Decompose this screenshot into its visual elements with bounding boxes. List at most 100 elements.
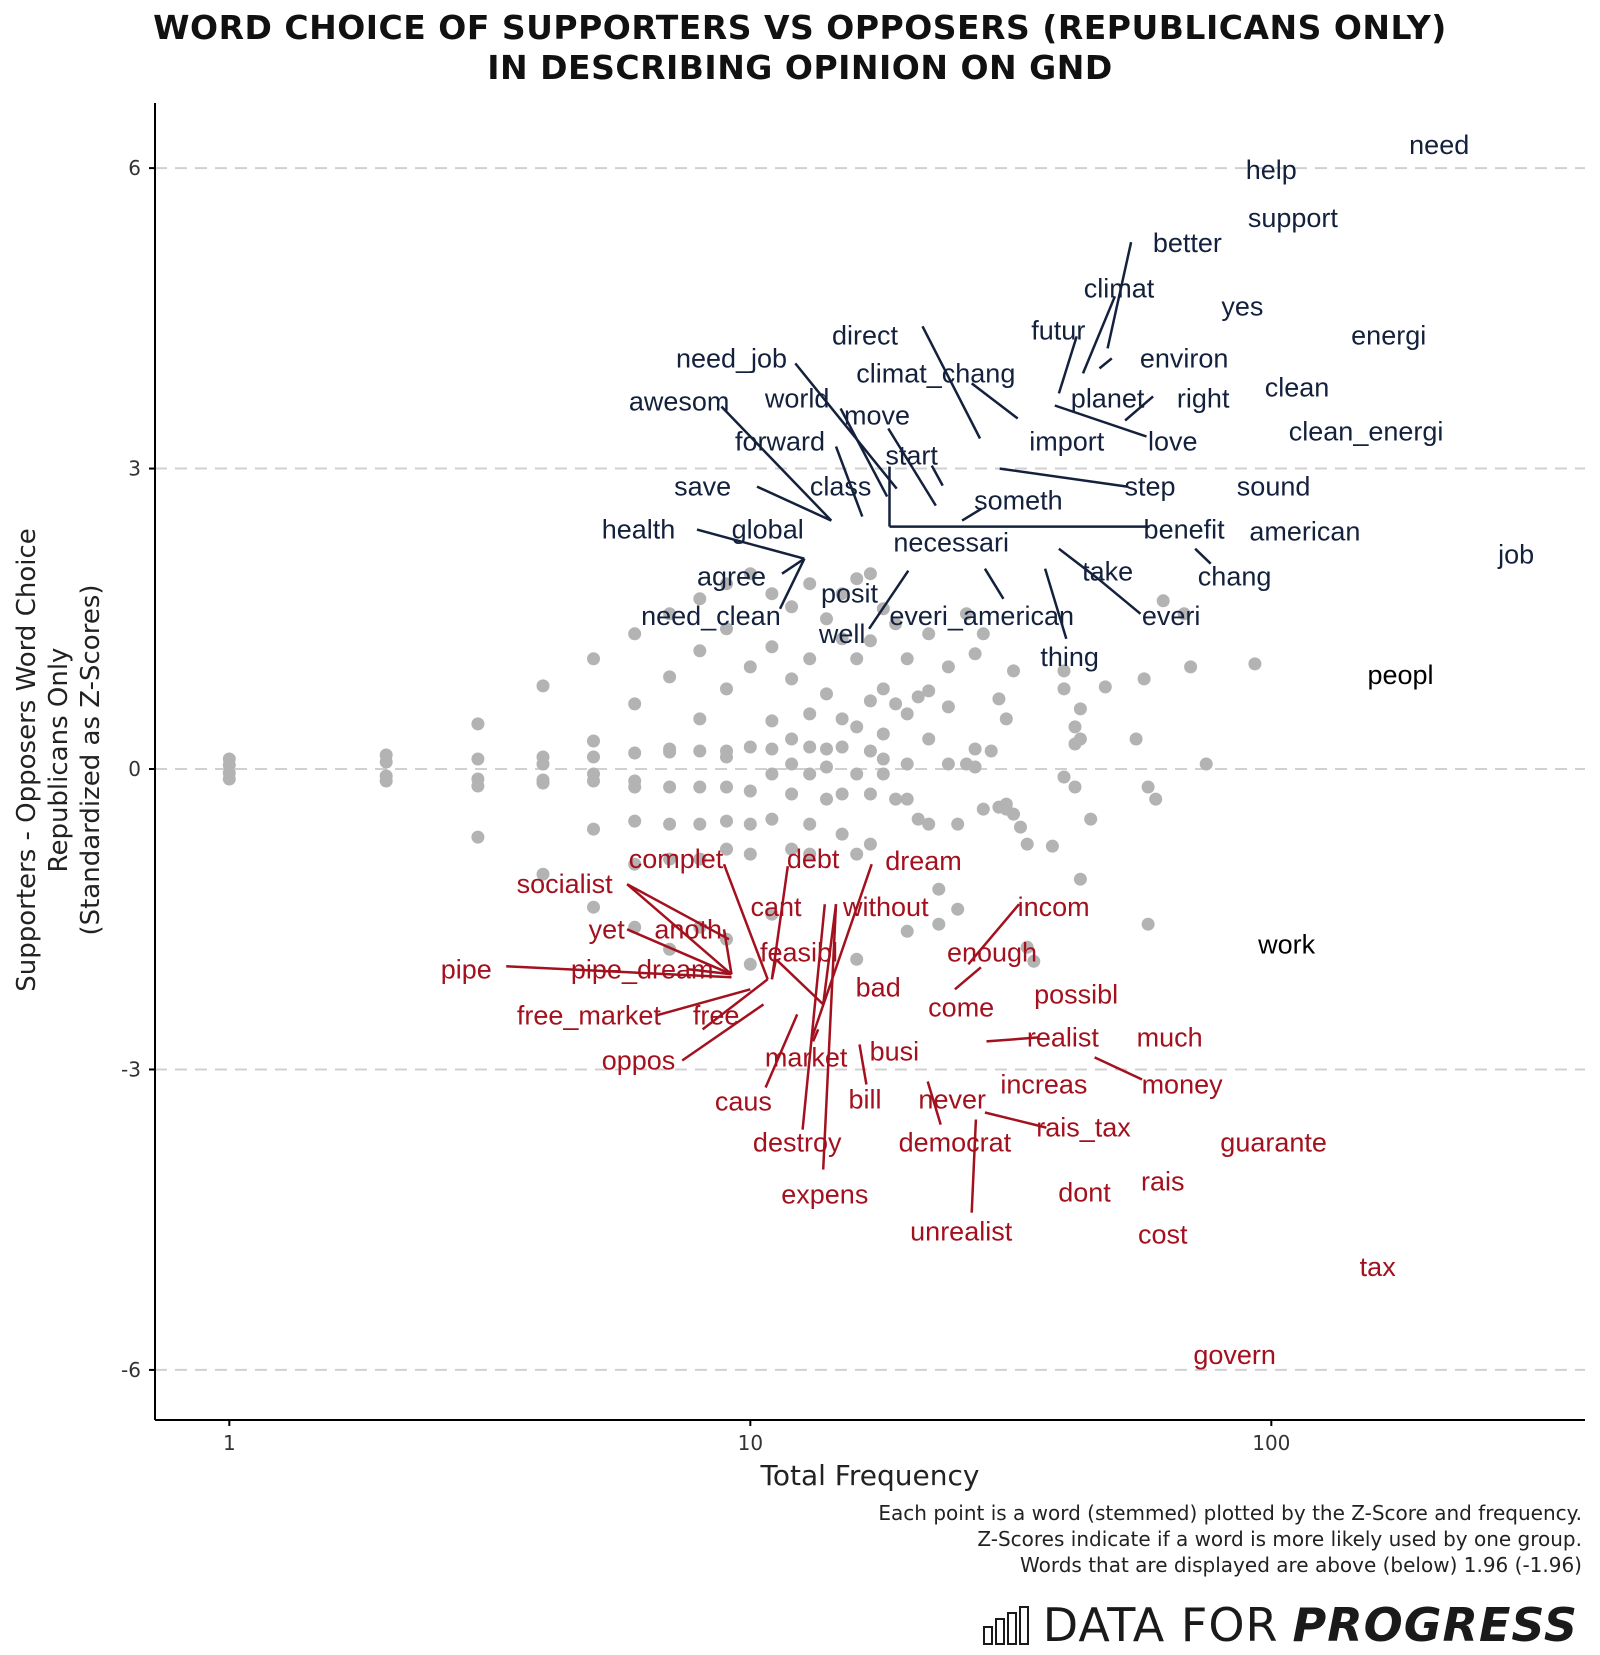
data-point-173 [1184,660,1198,674]
word-label-need_clean: need_clean [641,601,781,631]
word-label-yet: yet [589,914,626,944]
data-point-123 [911,812,925,826]
connector-12 [1054,404,1147,438]
data-point-62 [743,784,757,798]
data-point-143 [992,692,1006,706]
data-point-17 [536,776,550,790]
data-point-51 [720,622,733,636]
connector-9 [720,405,833,522]
x-tick-label-1: 10 [738,1431,763,1455]
data-point-31 [628,814,642,828]
connector-51 [858,1044,868,1085]
y-tick-label-3: -3 [121,1057,141,1081]
word-label-tax: tax [1360,1252,1397,1282]
caption-line-1: Each point is a word (stemmed) plotted b… [878,1501,1582,1525]
data-point-25 [587,900,600,914]
word-label-someth: someth [974,486,1063,516]
word-label-need_job: need_job [676,343,787,373]
data-point-84 [803,817,817,831]
data-point-106 [863,744,877,758]
tick-labels: 6 3 0 -3 -6 1 10 100 [121,156,1290,1455]
chart-title-line-2: IN DESCRIBING OPINION ON GND [487,48,1113,87]
word-label-well: well [818,619,866,649]
data-point-83 [803,767,817,781]
connector-52 [926,1081,942,1125]
data-point-27 [628,697,642,711]
word-label-busi: busi [870,1036,920,1066]
word-label-forward: forward [735,427,825,457]
word-label-caus: caus [715,1087,772,1117]
gridlines [155,167,1585,1371]
data-point-104 [863,634,877,648]
word-label-without: without [842,892,929,922]
connector-36 [967,903,1021,966]
connector-23 [1194,547,1212,565]
caption-line-3: Words that are displayed are above (belo… [1020,1553,1582,1577]
data-point-67 [765,640,779,654]
data-point-82 [803,740,817,754]
connector-22 [1058,547,1099,580]
data-point-73 [785,600,799,614]
data-point-105 [863,694,877,708]
word-label-destroy: destroy [753,1128,842,1158]
word-label-free_market: free_market [517,1000,662,1030]
connector-40 [775,958,825,1006]
word-label-environ: environ [1140,343,1229,373]
data-point-126 [922,732,936,746]
data-point-87 [820,687,833,701]
data-point-157 [1057,770,1071,784]
word-label-everi: everi [1142,601,1201,631]
data-point-100 [850,767,864,781]
data-point-162 [1073,732,1087,746]
word-label-pipe: pipe [441,954,492,984]
data-point-165 [1098,680,1112,694]
word-label-thing: thing [1040,642,1099,672]
connector-50 [764,1013,799,1088]
word-label-rais: rais [1141,1167,1185,1197]
data-point-81 [803,707,817,721]
y-tick-label-4: -6 [121,1358,141,1382]
data-point-156 [1057,682,1071,696]
data-point-68 [765,714,779,728]
data-point-114 [889,617,903,631]
data-point-35 [663,670,677,684]
data-point-158 [1068,720,1082,734]
data-point-90 [820,792,833,806]
data-point-122 [911,690,925,704]
data-point-137 [968,647,982,661]
word-label-global: global [732,515,804,545]
connector-4 [794,362,898,490]
connector-28 [722,863,769,980]
data-point-135 [960,607,973,621]
data-point-167 [1137,672,1151,686]
x-axis-label: Total Frequency [760,1459,980,1492]
data-point-151 [1020,837,1034,851]
word-label-clean_energi: clean_energi [1289,417,1444,447]
word-labels: need help support better climat yes futur direc… [441,130,1534,1370]
y-tick-label-2: 0 [128,757,141,781]
connector-32 [626,883,730,941]
data-point-108 [863,837,877,851]
data-point-145 [999,712,1013,726]
data-point-23 [587,774,600,788]
word-label-posit: posit [821,579,879,609]
data-point-32 [628,857,642,871]
connector-45 [701,978,769,1031]
data-point-57 [720,842,733,856]
connector-5 [1098,357,1113,370]
data-point-8 [471,717,485,731]
data-point-70 [765,767,779,781]
connector-35 [801,904,827,1130]
data-point-169 [1141,917,1155,931]
caption-line-2: Z-Scores indicate if a word is more like… [977,1527,1582,1551]
word-label-oppos: oppos [602,1046,676,1076]
data-point-125 [922,684,936,698]
data-point-134 [951,902,965,916]
data-for-progress-logo: DATA FOR PROGRESS [982,1595,1578,1655]
data-point-24 [587,822,600,836]
data-points [222,567,1262,971]
connector-13 [930,465,944,487]
data-point-141 [976,802,990,816]
data-point-149 [1007,807,1020,821]
